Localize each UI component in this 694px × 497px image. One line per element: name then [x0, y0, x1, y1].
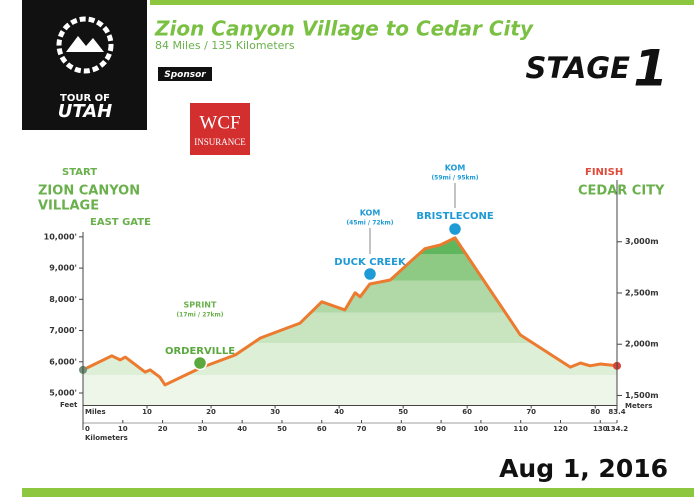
plot: 5,000' 6,000' 7,000' 8,000' 9,000' 10,000' Fee… — [44, 180, 659, 442]
stage: STAGE — [526, 51, 631, 85]
sprint-marker — [192, 355, 208, 371]
x-tick-label: 20 — [206, 408, 216, 416]
sponsor-name: WCF — [199, 112, 240, 133]
sponsor-logo — [190, 103, 250, 155]
x2-tick-label: 0 — [85, 425, 90, 433]
x2-tick-label: 110 — [513, 425, 528, 433]
y2-tick-label: 2,000m — [625, 340, 659, 349]
sponsor-label-box — [158, 67, 212, 81]
y-tick-label: 6,000' — [49, 357, 77, 366]
y-tick-label: 8,000' — [49, 295, 77, 304]
y-tick-label: 10,000' — [44, 232, 77, 241]
x-tick-label: 70 — [526, 408, 536, 416]
annotation: CEDAR CITY — [578, 184, 665, 199]
x-axis-label: Miles — [85, 408, 106, 416]
x2-tick-label: 70 — [357, 425, 367, 433]
elevation-line — [82, 236, 618, 387]
x2-tick-label: 120 — [553, 425, 568, 433]
annotation: VILLAGE — [38, 199, 99, 214]
x2-tick-label: 130 — [593, 425, 608, 433]
x2-tick-label: 134.2 — [606, 425, 628, 433]
date: Aug 1, 2016 — [499, 454, 668, 483]
logo-text: UTAH — [58, 101, 113, 122]
x2-tick-label: 40 — [237, 425, 247, 433]
y2-tick-label: 1,500m — [625, 391, 659, 400]
y-tick-label: 5,000' — [49, 389, 77, 398]
y2-axis-label: Meters — [625, 402, 652, 410]
x-tick-label: 40 — [334, 408, 344, 416]
x-tick-label: 83.4 — [608, 408, 625, 416]
x2-tick-label: 90 — [436, 425, 446, 433]
y2-tick-label: 2,500m — [625, 288, 659, 297]
top-bar — [150, 0, 694, 5]
title: Zion Canyon Village to Cedar City — [154, 17, 534, 41]
x2-tick-label: 80 — [396, 425, 406, 433]
y-tick-label: 9,000' — [49, 264, 77, 273]
annotation: ZION CANYON — [38, 184, 140, 199]
annotation: (59mi / 95km) — [431, 175, 478, 182]
annotation: BRISTLECONE — [416, 211, 493, 222]
annotation: ORDERVILLE — [165, 346, 235, 357]
x2-tick-label: 60 — [317, 425, 327, 433]
x-tick-label: 10 — [142, 408, 152, 416]
x2-tick-label: 100 — [474, 425, 489, 433]
x-tick-label: 60 — [462, 408, 472, 416]
elevation-area — [83, 237, 617, 406]
y-axis-label: Feet — [60, 401, 78, 409]
logo-mountain — [66, 36, 104, 52]
annotation: EAST GATE — [90, 217, 151, 228]
annotation: SPRINT — [184, 301, 217, 310]
x-tick-label: 50 — [398, 408, 408, 416]
x-tick-label: 30 — [270, 408, 280, 416]
annotation: KOM — [360, 209, 381, 218]
annotation: START — [62, 167, 97, 178]
subtitle: 84 Miles / 135 Kilometers — [155, 39, 295, 52]
annotation: (45mi / 72km) — [346, 220, 393, 227]
sponsor-label: Sponsor — [164, 70, 206, 80]
annotation: KOM — [445, 164, 466, 173]
kom-marker — [362, 266, 378, 282]
y-tick-label: 7,000' — [49, 326, 77, 335]
annotations: START ZION CANYON VILLAGE EAST GATE FINI… — [38, 164, 665, 358]
x2-tick-label: 30 — [197, 425, 207, 433]
logo-box — [22, 0, 147, 130]
x2-tick-label: 20 — [158, 425, 168, 433]
x2-tick-label: 50 — [277, 425, 287, 433]
annotation: DUCK CREEK — [334, 257, 407, 268]
x2-tick-label: 10 — [118, 425, 128, 433]
annotation: FINISH — [585, 167, 623, 178]
logo-gear — [56, 16, 114, 74]
stage-number: 1 — [633, 40, 668, 98]
kom-marker — [447, 221, 463, 237]
annotation: (17mi / 27km) — [176, 312, 223, 319]
x2-axis-label: Kilometers — [85, 434, 128, 442]
y2-tick-label: 3,000m — [625, 237, 659, 246]
bottom-bar — [22, 488, 694, 497]
logo-text: TOUR OF — [60, 93, 110, 104]
sponsor-sub: INSURANCE — [194, 137, 246, 147]
x-tick-label: 80 — [590, 408, 600, 416]
